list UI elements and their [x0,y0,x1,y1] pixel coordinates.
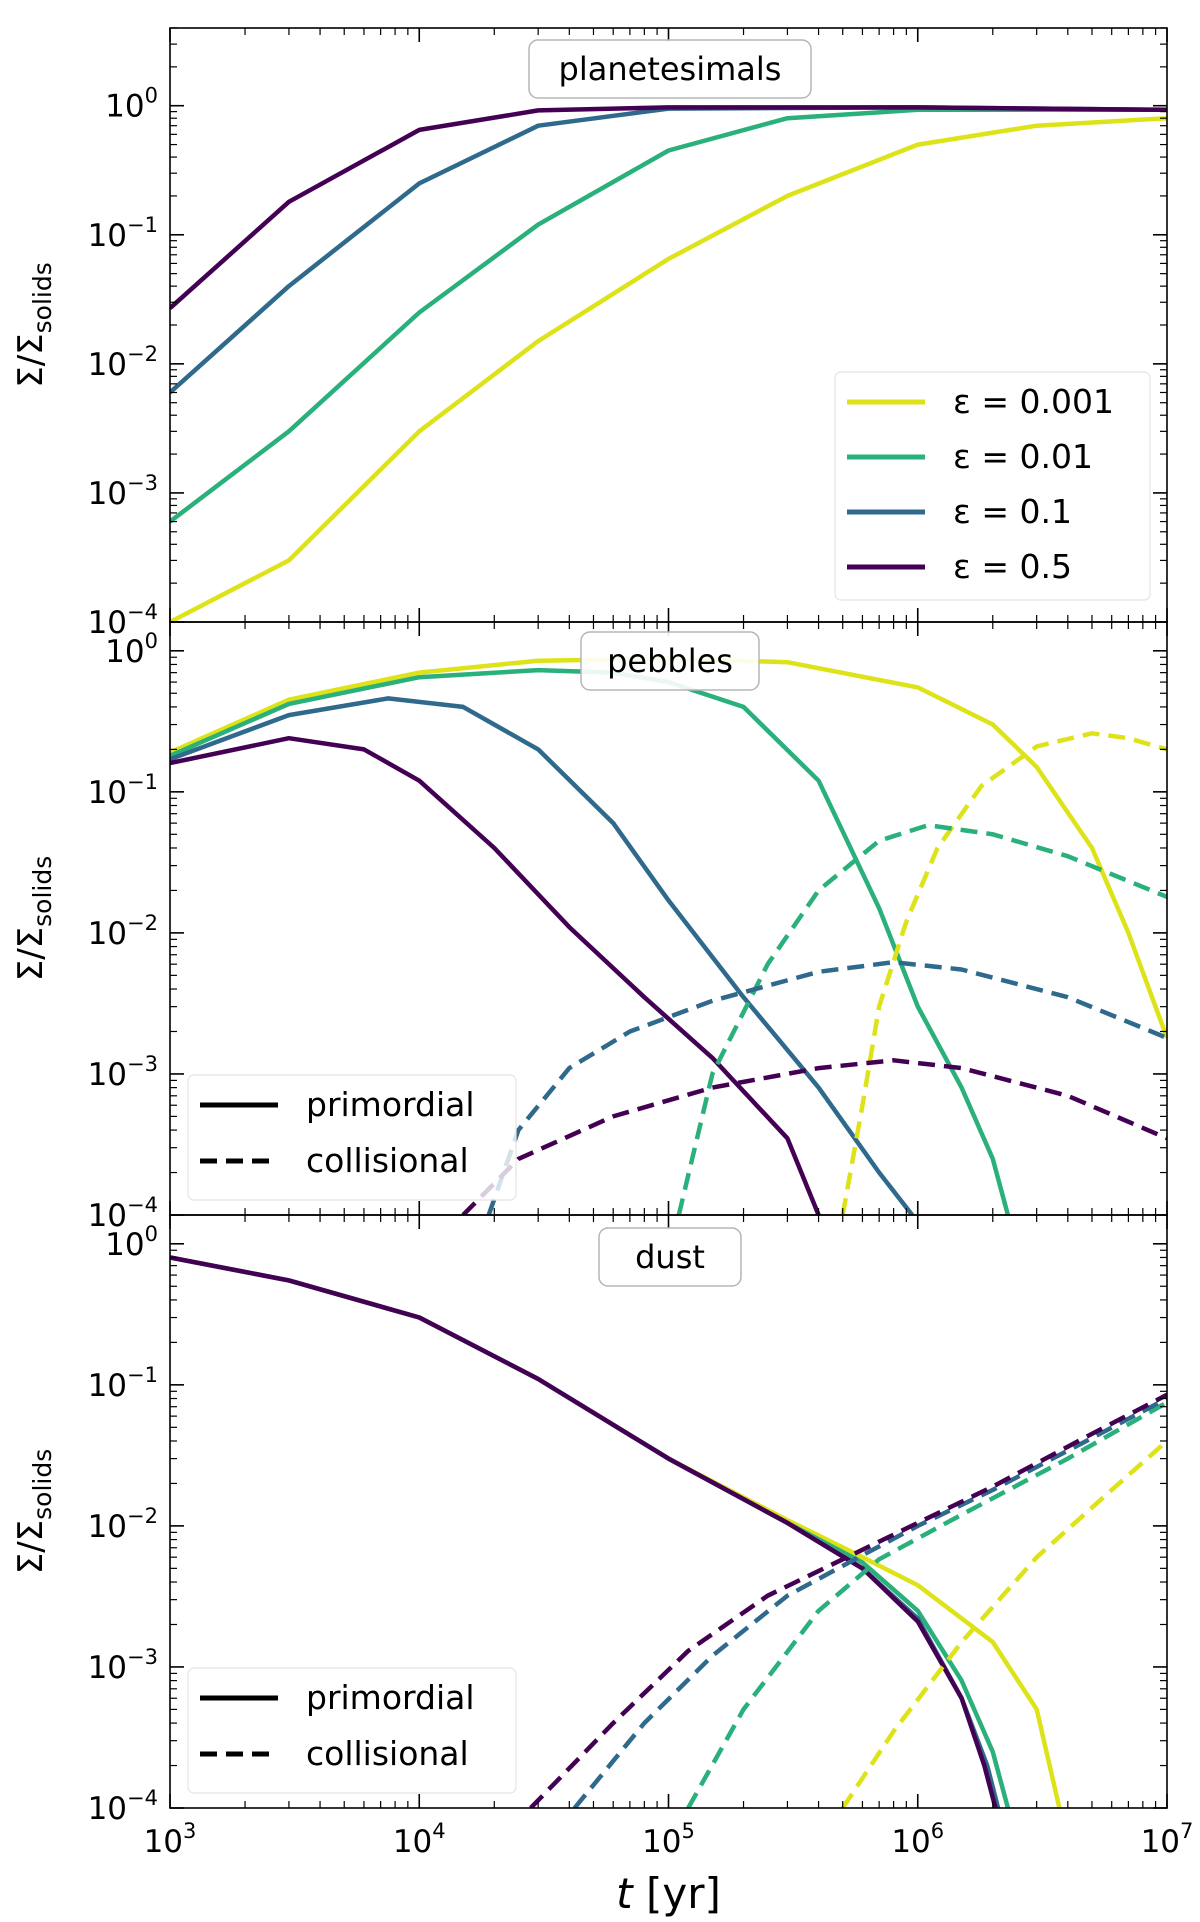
x-tick-label: 105 [642,1819,695,1860]
legend-label: primordial [306,1678,475,1717]
legend-label: collisional [306,1141,469,1180]
legend-label: ε = 0.001 [953,382,1114,421]
series-group [170,105,1167,622]
series-line-0-0 [170,115,1167,622]
x-tick-label: 103 [144,1819,197,1860]
series-group [170,656,1167,1215]
x-tick-label: 107 [1141,1819,1194,1860]
series-line-2-4 [840,1439,1167,1808]
y-tick-label: 10−2 [88,911,158,952]
panel-title-box [598,1227,742,1287]
y-tick-label: 10−3 [88,471,158,512]
y-tick-label: 10−1 [88,1363,158,1404]
panel-title: planetesimals [559,50,782,88]
x-axis-label: t [yr] [616,1869,721,1918]
panel-title-box [580,631,760,691]
legend: primordial collisional [187,1074,517,1201]
series-line-1-6 [486,959,1167,1215]
series-line-0-3 [170,105,1167,310]
legend-box [834,371,1151,601]
y-tick-label: 10−2 [88,342,158,383]
panel-title-box [528,39,812,99]
y-tick-label: 100 [105,629,158,670]
y-tick-label: 100 [105,1222,158,1263]
panel-pebbles: pebbles primordial collisional [169,621,1168,1216]
x-tick-label: 106 [891,1819,944,1860]
series-line-1-5 [676,822,1167,1215]
series-line-0-1 [170,107,1167,524]
series-line-2-7 [529,1392,1167,1808]
y-tick-label: 10−4 [88,1786,158,1827]
y-tick-label: 10−3 [88,1645,158,1686]
series-line-1-3 [170,735,821,1215]
panel-title: pebbles [607,642,733,680]
y-tick-label: 10−4 [88,600,158,641]
series-line-2-5 [686,1400,1167,1808]
series-line-1-2 [170,696,914,1215]
panel-dust: dust primordial collisional [169,1214,1168,1809]
legend: primordial collisional [187,1667,517,1794]
y-tick-label: 100 [105,84,158,125]
legend-label: ε = 0.1 [953,492,1072,531]
y-axis-label: Σ/Σsolids [11,262,57,388]
y-tick-label: 10−4 [88,1193,158,1234]
legend-label: collisional [306,1734,469,1773]
x-tick-label: 104 [393,1819,446,1860]
legend-label: ε = 0.5 [953,547,1072,586]
y-tick-label: 10−1 [88,213,158,254]
legend: ε = 0.001 ε = 0.01 ε = 0.1 ε = 0.5 [834,371,1151,601]
y-tick-label: 10−2 [88,1504,158,1545]
series-line-1-0 [170,656,1167,1039]
legend-label: ε = 0.01 [953,437,1093,476]
series-group [170,1255,1167,1808]
series-line-1-1 [170,667,1011,1215]
y-tick-label: 10−3 [88,1052,158,1093]
series-line-1-4 [840,731,1167,1215]
series-line-1-7 [461,1058,1167,1215]
series-line-2-3 [170,1255,998,1808]
y-tick-label: 10−1 [88,770,158,811]
y-axis-label: Σ/Σsolids [11,1449,57,1575]
legend-label: primordial [306,1085,475,1124]
series-line-2-6 [572,1396,1167,1808]
y-axis-label: Σ/Σsolids [11,856,57,982]
panel-title: dust [635,1238,705,1276]
